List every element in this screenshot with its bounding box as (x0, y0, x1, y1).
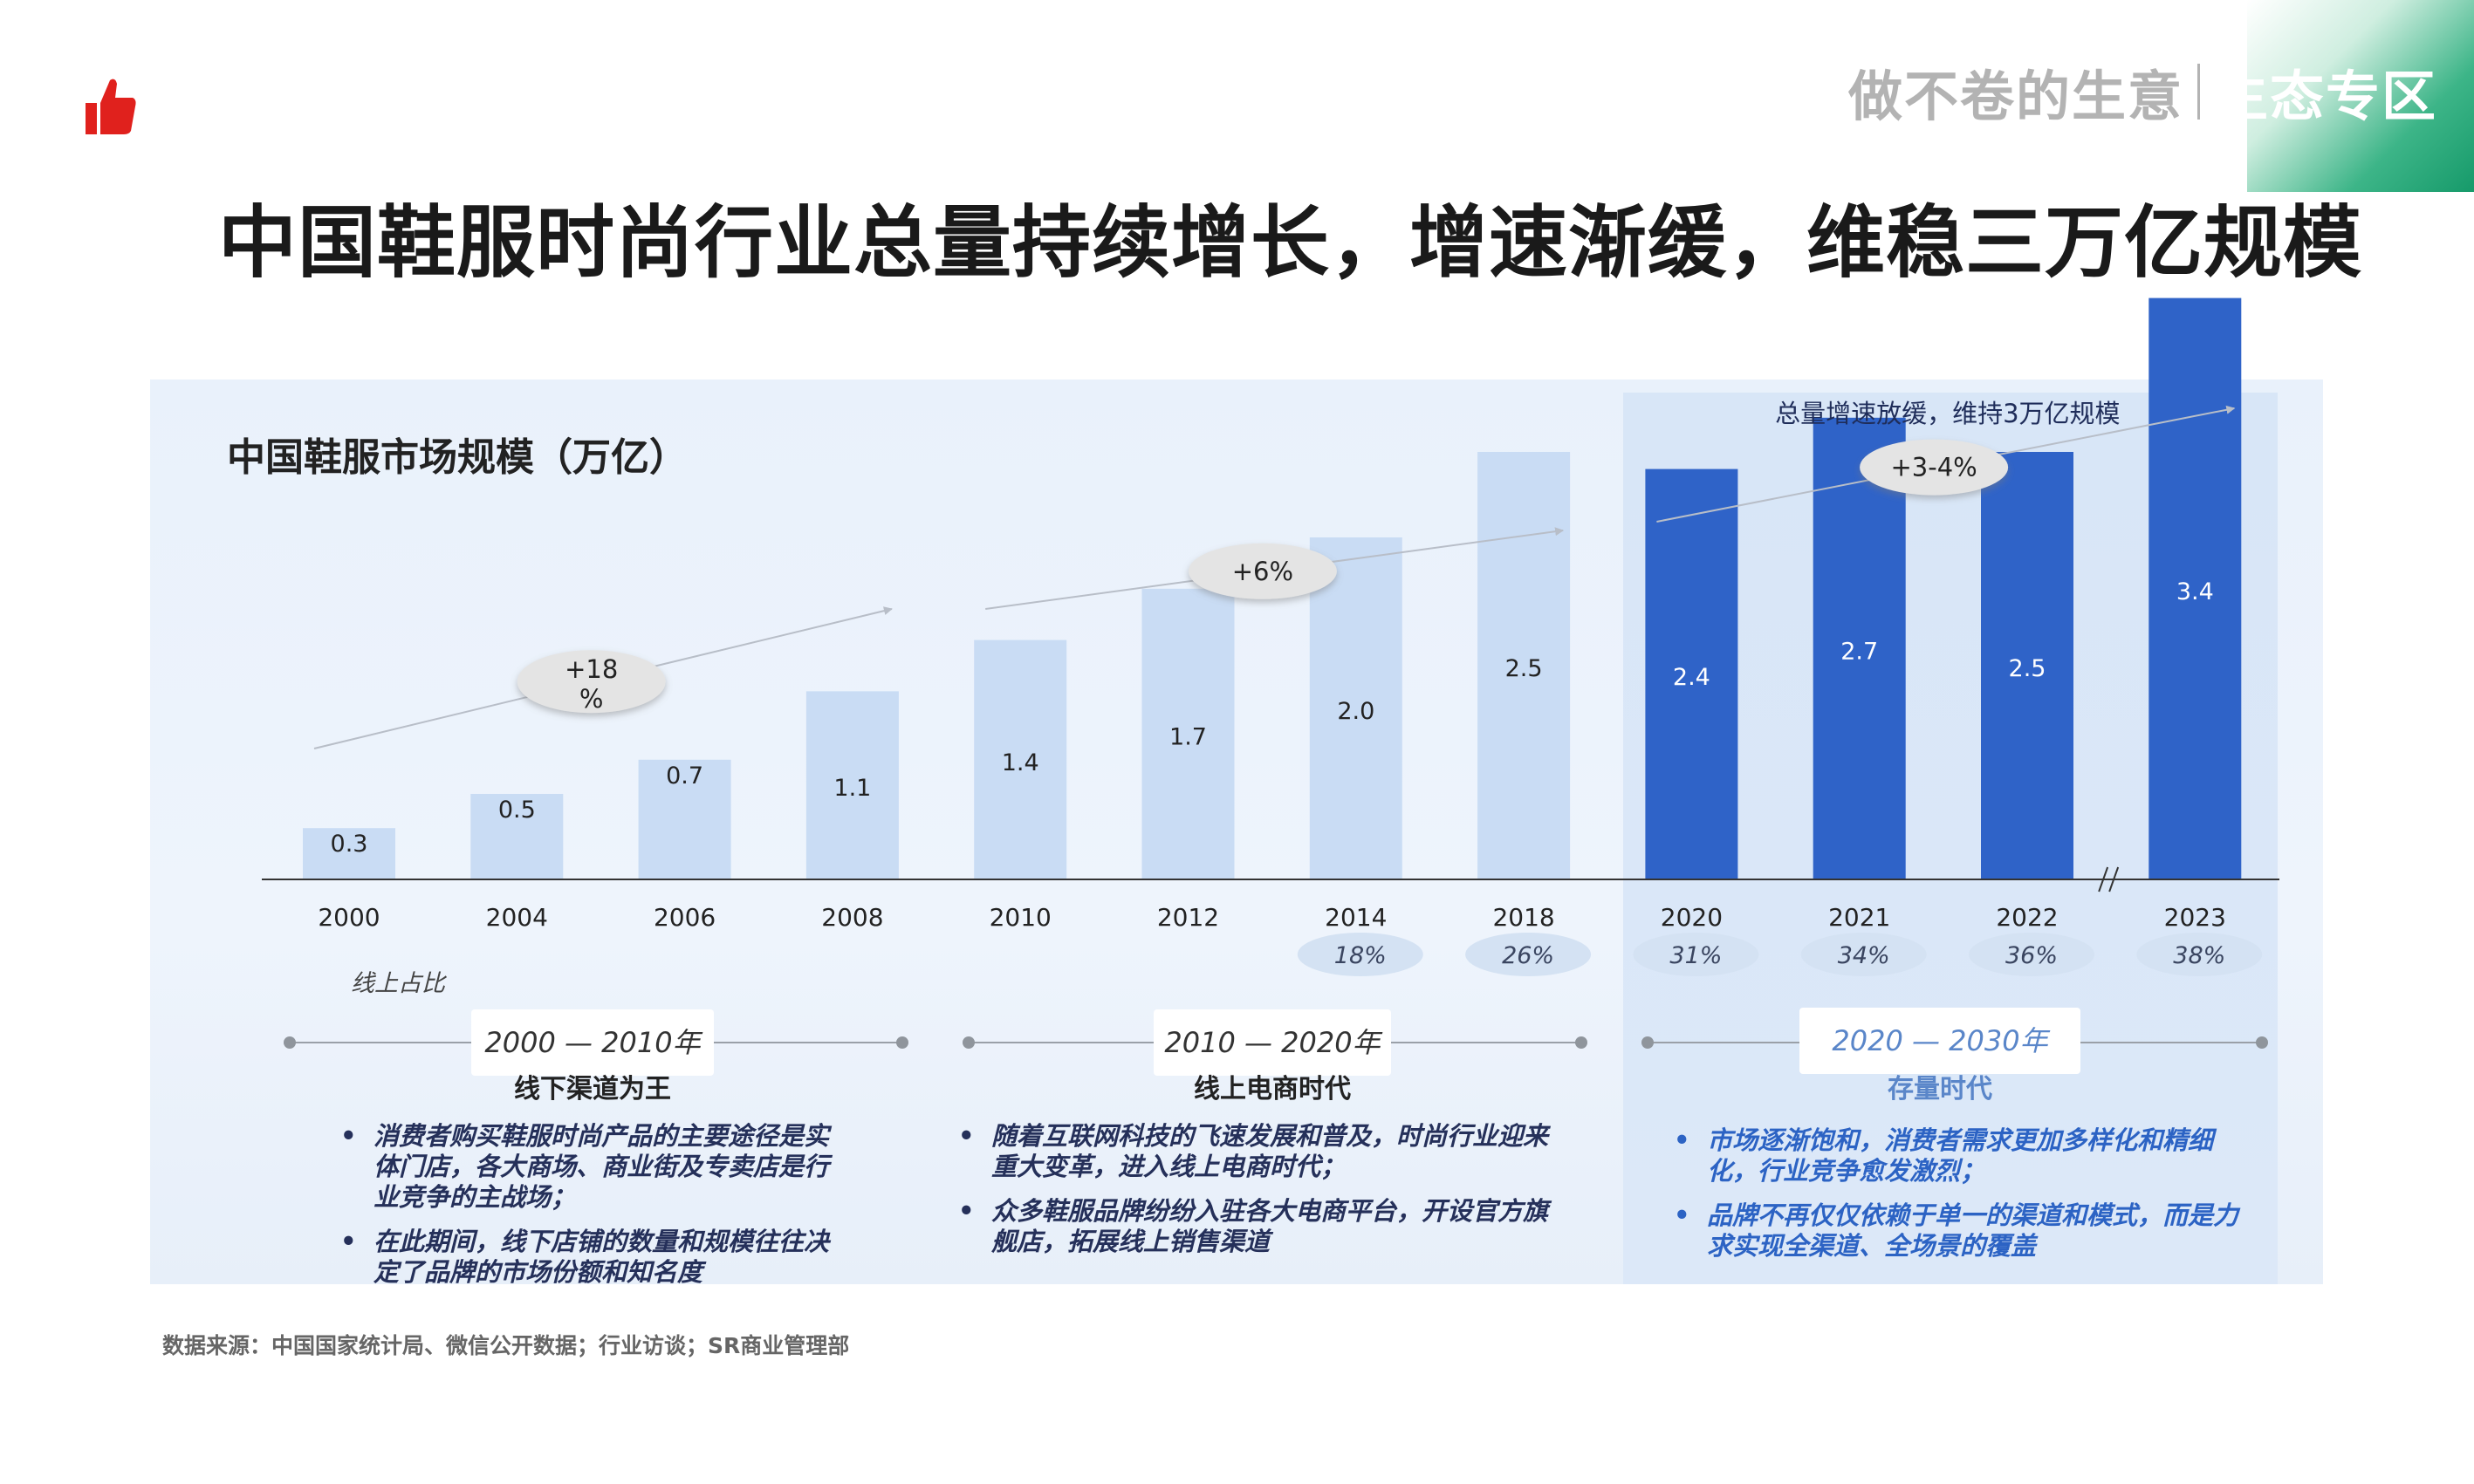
source-footnote: 数据来源：中国国家统计局、微信公开数据；行业访谈；SR商业管理部 (162, 1333, 850, 1358)
bar-value-label: 2.5 (1505, 655, 1543, 682)
growth-bubble (517, 650, 666, 714)
era-name-1: 线下渠道为王 (514, 1074, 671, 1104)
bar-2000 (303, 828, 395, 879)
bar-2023 (2148, 297, 2242, 880)
era-bullets-2: 随着互联网科技的飞速发展和普及，时尚行业迎来重大变革，进入线上电商时代； 众多鞋… (958, 1121, 1560, 1271)
bar-value-label: 2.5 (2009, 655, 2046, 682)
online-share-label: 线上占比 (351, 970, 448, 997)
bar-2004 (470, 794, 564, 879)
era-timeline-dot (1641, 1036, 1654, 1049)
thumbs-up-icon (86, 79, 136, 134)
online-share-ellipse (1297, 933, 1423, 976)
brand-divider (2196, 64, 2200, 120)
x-tick-label: 2020 (1661, 903, 1723, 932)
bullet-item: 在此期间，线下店铺的数量和规模往往决定了品牌的市场份额和知名度 (340, 1227, 829, 1288)
brand-mark: 做不卷的生意 生态专区 (1848, 52, 2437, 131)
online-share-value: 18% (1334, 942, 1387, 969)
era-timeline-dot (2256, 1036, 2268, 1049)
era-period-1: 2000 — 2010年 (471, 1009, 714, 1076)
online-share-ellipse (1800, 933, 1927, 976)
x-tick-label: 2004 (486, 903, 548, 932)
growth-bubble (1860, 439, 2009, 496)
bullet-item: 消费者购买鞋服时尚产品的主要途径是实体门店，各大商场、商业街及专卖店是行业竞争的… (340, 1121, 829, 1213)
era-name-2: 线上电商时代 (1194, 1074, 1351, 1104)
x-tick-label: 2010 (990, 903, 1052, 932)
online-share-ellipse (1633, 933, 1759, 976)
online-share-value: 36% (2005, 942, 2058, 969)
brand-section: 生态专区 (2213, 65, 2437, 128)
bar-value-label: 1.4 (1002, 749, 1039, 776)
growth-bubble (1188, 543, 1337, 599)
x-tick-label: 2022 (1996, 903, 2058, 932)
bar-value-label: 2.4 (1673, 664, 1710, 691)
bullet-item: 随着互联网科技的飞速发展和普及，时尚行业迎来重大变革，进入线上电商时代； (958, 1121, 1560, 1182)
era-timeline-dot (284, 1036, 296, 1049)
bar-2020 (1645, 468, 1738, 879)
bullet-item: 众多鞋服品牌纷纷入驻各大电商平台，开设官方旗舰店，拓展线上销售渠道 (958, 1196, 1560, 1257)
online-share-ellipse (1969, 933, 2094, 976)
bar-value-label: 0.5 (498, 797, 536, 824)
brand-name: 做不卷的生意 (1847, 65, 2183, 128)
era-period-2: 2010 — 2020年 (1154, 1009, 1391, 1076)
page-title: 中国鞋服时尚行业总量持续增长，增速渐缓，维稳三万亿规模 (218, 197, 2362, 289)
online-share-value: 26% (1502, 942, 1554, 969)
bullet-item: 市场逐渐饱和，消费者需求更加多样化和精细化，行业竞争愈发激烈； (1674, 1125, 2250, 1187)
growth-label: +6% (1232, 557, 1293, 586)
x-tick-label: 2023 (2164, 903, 2226, 932)
online-share-ellipse (2136, 933, 2263, 976)
bar-2010 (974, 639, 1067, 879)
bar-value-label: 2.0 (1337, 698, 1374, 725)
growth-label: +3-4% (1890, 453, 1977, 482)
bar-2018 (1477, 452, 1571, 879)
x-tick-label: 2006 (654, 903, 716, 932)
x-tick-label: 2018 (1492, 903, 1554, 932)
bar-value-label: 1.7 (1169, 723, 1207, 750)
era-name-3: 存量时代 (1888, 1074, 1992, 1104)
highlight-note: 总量增速放缓，维持3万亿规模 (1775, 399, 2120, 428)
online-share-value: 38% (2173, 942, 2225, 969)
bar-value-label: 1.1 (833, 775, 871, 802)
era-bullets-1: 消费者购买鞋服时尚产品的主要途径是实体门店，各大商场、商业街及专卖店是行业竞争的… (340, 1121, 829, 1302)
bar-value-label: 0.3 (331, 831, 368, 858)
era-timeline-dot (963, 1036, 975, 1049)
bar-2008 (805, 691, 899, 879)
brand-corner-gradient (2247, 0, 2474, 192)
bar-value-label: 3.4 (2176, 578, 2214, 605)
bar-2012 (1141, 588, 1235, 879)
era-period-3: 2020 — 2030年 (1799, 1008, 2080, 1074)
bar-2021 (1813, 417, 1906, 879)
x-tick-label: 2000 (318, 903, 380, 932)
bullet-item: 品牌不再仅仅依赖于单一的渠道和模式，而是力求实现全渠道、全场景的覆盖 (1674, 1200, 2250, 1262)
x-tick-label: 2021 (1828, 903, 1890, 932)
growth-label: % (579, 684, 604, 714)
bar-value-label: 0.7 (666, 763, 703, 790)
era-timeline-dot (1575, 1036, 1587, 1049)
era-timeline-dot (896, 1036, 908, 1049)
online-share-value: 31% (1669, 942, 1722, 969)
axis-break-mark (2108, 866, 2120, 892)
axis-break-mark (2098, 866, 2109, 892)
bar-2006 (638, 759, 731, 879)
bar-2022 (1981, 452, 2073, 879)
era-bullets-3: 市场逐渐饱和，消费者需求更加多样化和精细化，行业竞争愈发激烈； 品牌不再仅仅依赖… (1674, 1125, 2250, 1275)
chart-title: 中国鞋服市场规模（万亿） (227, 435, 688, 480)
x-tick-label: 2014 (1325, 903, 1387, 932)
online-share-ellipse (1465, 933, 1592, 976)
x-tick-label: 2008 (821, 903, 883, 932)
bar-value-label: 2.7 (1840, 638, 1878, 665)
x-tick-label: 2012 (1157, 903, 1219, 932)
online-share-value: 34% (1838, 942, 1890, 969)
growth-label: +18 (565, 654, 618, 684)
bar-2014 (1309, 537, 1402, 879)
